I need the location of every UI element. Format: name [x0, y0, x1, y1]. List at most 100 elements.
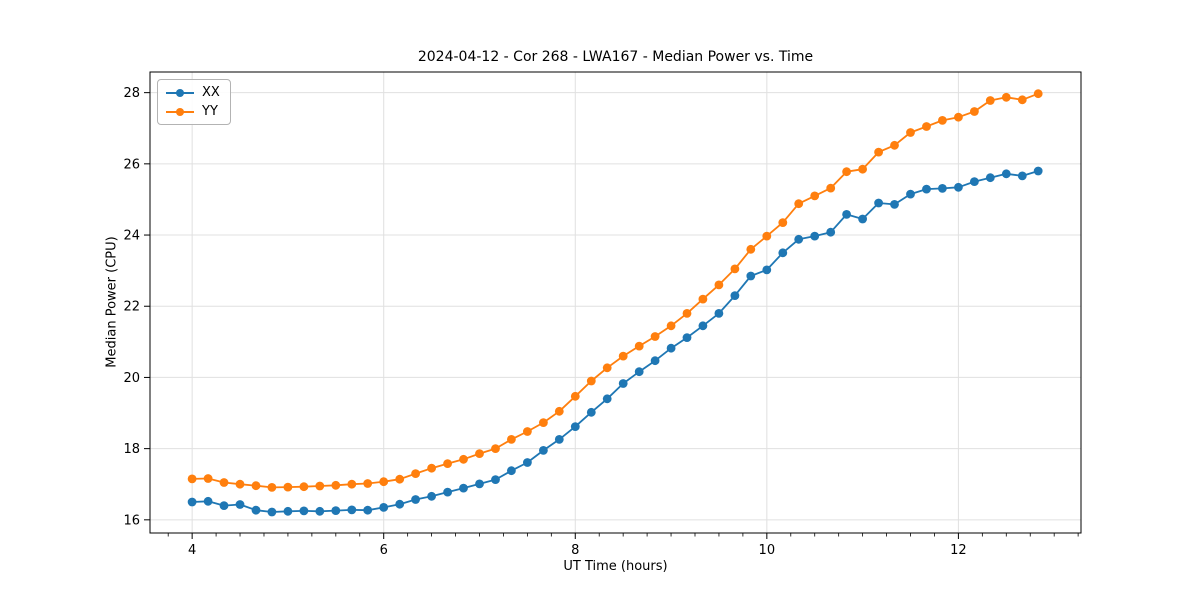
- data-point-yy: [922, 122, 931, 131]
- y-tick-label: 16: [123, 513, 140, 528]
- axes-frame: [149, 71, 1082, 534]
- data-point-xx: [523, 458, 532, 467]
- legend-label-yy: YY: [202, 104, 218, 119]
- data-point-xx: [698, 321, 708, 331]
- data-point-xx: [906, 189, 915, 199]
- series-line-xx: [192, 170, 1039, 513]
- data-point-xx: [267, 507, 277, 517]
- data-point-xx: [299, 506, 309, 516]
- data-point-yy: [331, 480, 341, 490]
- chart-title: 2024-04-12 - Cor 268 - LWA167 - Median P…: [417, 49, 814, 65]
- data-point-xx: [219, 501, 229, 510]
- data-point-yy: [634, 341, 644, 351]
- data-point-xx: [682, 333, 692, 342]
- data-point-xx: [922, 184, 931, 194]
- data-point-yy: [523, 427, 532, 436]
- data-point-xx: [586, 407, 596, 417]
- data-point-xx: [970, 177, 979, 187]
- data-point-yy: [491, 444, 500, 453]
- data-point-yy: [666, 321, 676, 331]
- x-axis-label: UT Time (hours): [563, 559, 668, 574]
- data-point-xx: [634, 367, 644, 377]
- data-point-xx: [379, 503, 389, 512]
- legend-marker-icon: [176, 107, 184, 116]
- data-point-yy: [411, 469, 420, 478]
- data-point-xx: [650, 356, 660, 366]
- data-point-xx: [570, 422, 580, 431]
- data-point-yy: [618, 351, 628, 361]
- data-point-yy: [251, 481, 261, 491]
- data-point-xx: [187, 497, 197, 507]
- data-point-yy: [203, 474, 213, 483]
- data-point-xx: [778, 248, 788, 258]
- y-axis-label: Median Power (CPU): [104, 236, 120, 368]
- data-point-xx: [507, 466, 516, 476]
- data-point-yy: [459, 454, 468, 464]
- data-point-xx: [1033, 166, 1043, 176]
- legend-label-xx: XX: [202, 85, 220, 100]
- y-tick-label: 20: [123, 371, 140, 386]
- data-point-yy: [539, 418, 548, 427]
- legend-sample-xx: [166, 88, 194, 97]
- data-point-xx: [890, 200, 899, 209]
- x-tick-label: 12: [950, 543, 967, 558]
- data-point-xx: [363, 505, 373, 515]
- data-point-xx: [714, 309, 724, 318]
- legend-sample-yy: [166, 107, 194, 116]
- data-point-yy: [970, 107, 979, 116]
- data-point-yy: [283, 482, 293, 492]
- data-point-xx: [443, 487, 452, 497]
- data-point-yy: [570, 391, 580, 401]
- data-point-xx: [602, 394, 612, 404]
- data-point-xx: [954, 182, 963, 192]
- data-point-yy: [890, 140, 899, 150]
- data-point-yy: [874, 147, 883, 157]
- y-tick-label: 22: [123, 300, 140, 315]
- data-point-xx: [985, 173, 995, 183]
- y-tick-label: 26: [123, 157, 140, 172]
- data-point-xx: [491, 475, 500, 484]
- data-point-xx: [554, 435, 564, 444]
- data-point-xx: [762, 265, 772, 275]
- data-point-yy: [730, 264, 740, 274]
- data-point-xx: [395, 499, 405, 509]
- x-tick-label: 8: [571, 543, 579, 558]
- data-point-xx: [874, 198, 883, 208]
- data-point-yy: [187, 474, 197, 484]
- data-point-yy: [746, 244, 756, 254]
- data-point-yy: [954, 112, 963, 122]
- data-point-xx: [347, 505, 357, 515]
- data-point-yy: [586, 376, 596, 386]
- x-tick-label: 6: [380, 543, 388, 558]
- data-point-yy: [427, 463, 436, 473]
- data-point-yy: [267, 483, 277, 492]
- data-point-xx: [411, 495, 420, 504]
- data-point-yy: [682, 309, 692, 318]
- data-point-yy: [443, 459, 452, 468]
- data-point-yy: [475, 449, 484, 458]
- data-point-yy: [395, 474, 405, 484]
- data-point-xx: [251, 505, 261, 515]
- x-tick-label: 10: [759, 543, 776, 558]
- data-point-yy: [1033, 89, 1043, 99]
- data-point-xx: [858, 214, 867, 224]
- data-point-xx: [427, 491, 436, 501]
- data-point-yy: [363, 479, 373, 488]
- data-point-xx: [315, 506, 325, 516]
- data-point-yy: [602, 363, 612, 373]
- data-point-yy: [1017, 95, 1027, 105]
- data-point-yy: [554, 406, 564, 416]
- data-point-yy: [762, 231, 772, 241]
- data-point-yy: [826, 183, 836, 193]
- data-point-xx: [618, 379, 628, 388]
- data-point-yy: [379, 477, 389, 487]
- data-point-xx: [539, 446, 548, 455]
- y-tick-label: 24: [123, 229, 140, 244]
- data-point-xx: [459, 483, 468, 493]
- data-point-yy: [219, 478, 229, 487]
- legend-marker-icon: [176, 88, 184, 97]
- data-point-xx: [730, 291, 740, 300]
- legend-item-xx: XX: [166, 85, 220, 100]
